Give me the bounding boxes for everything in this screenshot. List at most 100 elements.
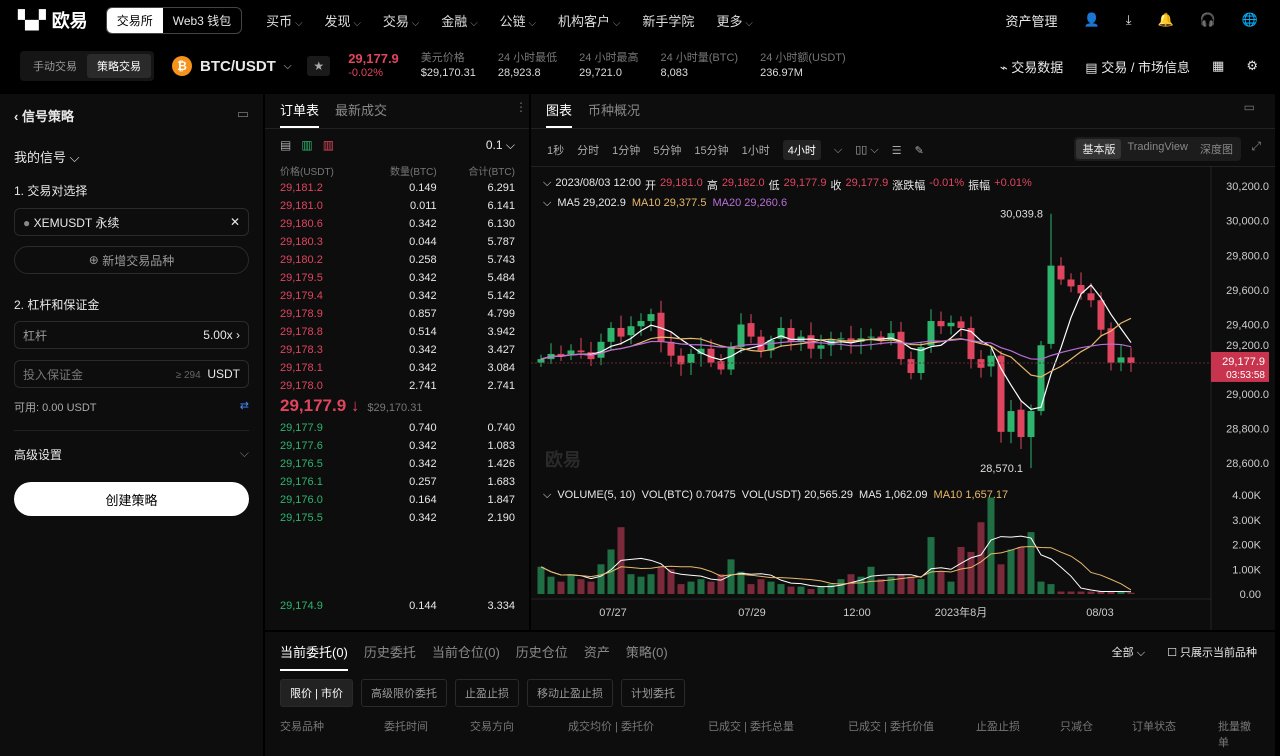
ask-row[interactable]: 29,180.2 0.258 5.743	[280, 254, 515, 266]
nav-discover[interactable]: 发现	[325, 11, 361, 30]
filter-advanced-limit[interactable]: 高级限价委托	[360, 679, 447, 707]
layout-icon[interactable]: ▦	[1212, 58, 1225, 73]
filter-plan-order[interactable]: 计划委托	[620, 679, 685, 707]
bid-row[interactable]: 29,174.9 0.144 3.334	[280, 600, 515, 612]
back-button[interactable]: ‹ 信号策略	[14, 109, 74, 124]
nav-chain[interactable]: 公链	[500, 11, 536, 30]
bid-row[interactable]: 29,177.9 0.740 0.740	[280, 422, 515, 434]
candlestick-chart[interactable]: 30,200.0 30,000.0 29,800.0 29,600.0 29,400.0…	[531, 94, 1275, 630]
ask-row[interactable]: 29,178.8 0.514 3.942	[280, 326, 515, 338]
interval-time[interactable]: 分时	[577, 145, 600, 157]
my-signal-dropdown[interactable]: 我的信号 ⌵	[14, 150, 80, 165]
tab-web3-wallet[interactable]: Web3 钱包	[172, 13, 232, 28]
tab-exchange[interactable]: 交易所	[106, 7, 163, 33]
interval-5m[interactable]: 5分钟	[653, 145, 682, 157]
tab-chart[interactable]: 图表	[546, 100, 573, 128]
interval-1s[interactable]: 1秒	[547, 145, 565, 157]
nav-finance[interactable]: 金融	[441, 11, 477, 30]
window-icon[interactable]: ▭	[1243, 100, 1255, 114]
globe-icon[interactable]: 🌐	[1241, 12, 1258, 27]
fullscreen-icon[interactable]: ⤢	[1251, 139, 1261, 153]
only-current-checkbox[interactable]: ☐ 只展示当前品种	[1167, 647, 1257, 659]
view-both-icon[interactable]: ▤	[280, 138, 292, 152]
bid-row[interactable]: 29,176.1 0.257 1.683	[280, 476, 515, 488]
price-tick: 30,000.0	[1226, 216, 1269, 228]
ask-row[interactable]: 29,181.2 0.149 6.291	[280, 182, 515, 194]
ask-row[interactable]: 29,178.3 0.342 3.427	[280, 344, 515, 356]
ask-row[interactable]: 29,179.4 0.342 5.142	[280, 290, 515, 302]
time-tick: 2023年8月	[935, 605, 988, 619]
nav-trade[interactable]: 交易	[383, 11, 419, 30]
assets-menu[interactable]: 资产管理	[1005, 13, 1058, 29]
ask-row[interactable]: 29,178.1 0.342 3.084	[280, 362, 515, 374]
ask-row[interactable]: 29,181.0 0.011 6.141	[280, 200, 515, 212]
tab-position-history[interactable]: 历史仓位	[515, 645, 568, 660]
interval-1h[interactable]: 1小时	[741, 145, 770, 157]
tab-open-orders[interactable]: 当前委托(0)	[280, 642, 348, 671]
orders-panel: 当前委托(0) 历史委托 当前仓位(0) 历史仓位 资产 策略(0) 全部 ⌵ …	[265, 632, 1275, 756]
add-pair-button[interactable]: ⊕ 新增交易品种	[14, 246, 249, 274]
ask-row[interactable]: 29,179.5 0.342 5.484	[280, 272, 515, 284]
view-asks-icon[interactable]: ▥	[322, 138, 335, 152]
tab-recent-trades[interactable]: 最新成交	[335, 103, 388, 118]
filter-trailing-stop[interactable]: 移动止盈止损	[526, 679, 613, 707]
volume-bar	[717, 574, 725, 594]
pair-select-field[interactable]: ● XEMUSDT 永续 ✕	[14, 208, 249, 236]
tab-positions[interactable]: 当前仓位(0)	[431, 645, 500, 660]
tab-order-history[interactable]: 历史委托	[363, 645, 416, 660]
more-icon[interactable]: ⋮	[515, 100, 527, 114]
margin-input[interactable]: 投入保证金 ≥ 294 USDT	[14, 360, 249, 388]
filter-dropdown[interactable]: 全部 ⌵	[1111, 647, 1146, 659]
strategy-trade-tab[interactable]: 策略交易	[87, 54, 151, 78]
candle-body	[607, 327, 615, 342]
filter-tp-sl[interactable]: 止盈止损	[454, 679, 519, 707]
interval-4h[interactable]: 4小时	[782, 140, 821, 160]
indicator-icon[interactable]: ☰	[891, 144, 902, 157]
filter-limit-market[interactable]: 限价 | 市价	[280, 679, 353, 707]
precision-select[interactable]: 0.1 ⌵	[485, 138, 515, 152]
settings-icon[interactable]: ⚙	[1246, 58, 1258, 73]
ask-row[interactable]: 29,178.0 2.741 2.741	[280, 380, 515, 392]
version-tradingview[interactable]: TradingView	[1127, 141, 1188, 153]
interval-1m[interactable]: 1分钟	[612, 145, 641, 157]
download-icon[interactable]: ⤓	[1125, 12, 1132, 27]
transfer-icon[interactable]: ⇄	[239, 400, 249, 412]
advanced-settings[interactable]: 高级设置 ⌵	[14, 446, 249, 462]
market-info-button[interactable]: ▤ 交易 / 市场信息	[1085, 59, 1191, 75]
bid-row[interactable]: 29,176.0 0.164 1.847	[280, 494, 515, 506]
draw-pencil-icon[interactable]: ✎	[914, 144, 924, 157]
bell-icon[interactable]: 🔔	[1157, 12, 1174, 27]
ask-row[interactable]: 29,180.6 0.342 6.130	[280, 218, 515, 230]
nav-institutional[interactable]: 机构客户	[558, 11, 620, 30]
chevron-down-icon[interactable]: ⌵	[833, 143, 843, 156]
bid-row[interactable]: 29,175.5 0.342 2.190	[280, 512, 515, 524]
version-basic[interactable]: 基本版	[1076, 139, 1122, 159]
leverage-field[interactable]: 杠杆 5.00x ›	[14, 321, 249, 349]
bid-row[interactable]: 29,176.5 0.342 1.426	[280, 458, 515, 470]
manual-trade-tab[interactable]: 手动交易	[33, 61, 77, 73]
candle-type-icon[interactable]: ▯▯ ⌵	[855, 144, 879, 156]
nav-academy[interactable]: 新手学院	[642, 13, 695, 29]
nav-more[interactable]: 更多	[716, 11, 752, 30]
view-bids-icon[interactable]: ▥	[301, 138, 313, 152]
nav-buy[interactable]: 买币	[266, 11, 302, 30]
pair-selector[interactable]: ₿ BTC/USDT ⌵	[172, 56, 291, 76]
ask-row[interactable]: 29,180.3 0.044 5.787	[280, 236, 515, 248]
headset-icon[interactable]: 🎧	[1199, 12, 1216, 27]
ask-row[interactable]: 29,178.9 0.857 4.799	[280, 308, 515, 320]
star-icon[interactable]: ★	[307, 56, 331, 76]
trading-data-button[interactable]: ⌁ 交易数据	[999, 59, 1064, 75]
clear-icon[interactable]: ✕	[229, 215, 240, 229]
version-depth[interactable]: 深度图	[1200, 144, 1233, 156]
volume-ma10-line	[540, 545, 1132, 591]
tab-coin-overview[interactable]: 币种概况	[588, 103, 641, 118]
tab-strategies[interactable]: 策略(0)	[625, 645, 668, 660]
interval-15m[interactable]: 15分钟	[694, 145, 729, 157]
brand-logo[interactable]: ▚▞ 欧易	[18, 9, 88, 32]
book-icon[interactable]: ▭	[236, 106, 249, 121]
tab-order-book[interactable]: 订单表	[280, 100, 320, 128]
create-strategy-button[interactable]: 创建策略	[14, 482, 249, 516]
user-icon[interactable]: 👤	[1083, 12, 1100, 27]
bid-row[interactable]: 29,177.6 0.342 1.083	[280, 440, 515, 452]
tab-assets[interactable]: 资产	[583, 645, 610, 660]
